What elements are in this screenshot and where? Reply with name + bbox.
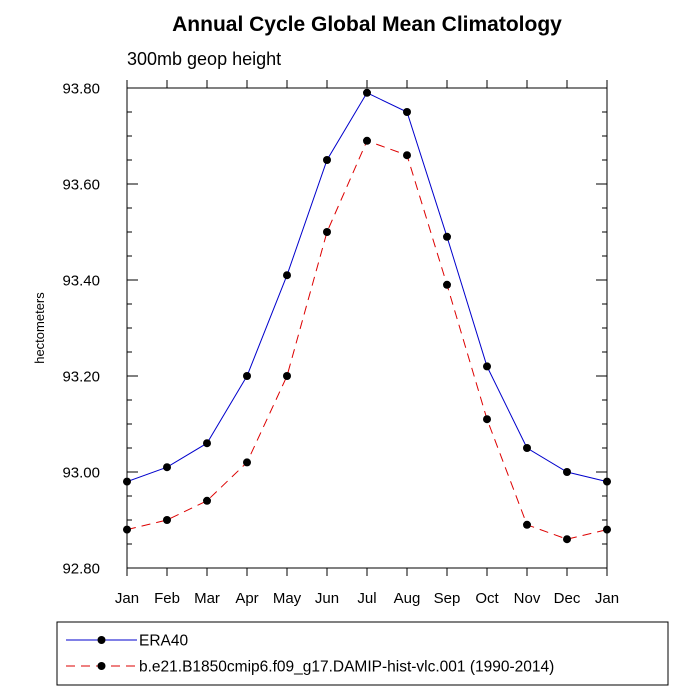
series-0-point bbox=[123, 477, 131, 486]
plot-frame bbox=[126, 87, 608, 569]
x-tick-label: Dec bbox=[554, 590, 581, 607]
legend-marker-era40 bbox=[97, 636, 106, 644]
series-0-point bbox=[363, 88, 371, 97]
y-tick-label: 93.60 bbox=[62, 177, 100, 194]
series-1-point bbox=[563, 535, 571, 544]
y-tick-label: 93.00 bbox=[62, 465, 100, 482]
series-line-0 bbox=[126, 92, 608, 483]
series-0-point bbox=[523, 444, 531, 452]
legend-item-era40: ERA40 bbox=[66, 633, 188, 650]
series-0-point bbox=[203, 439, 211, 448]
series-0-point bbox=[283, 271, 291, 280]
x-tick-label: May bbox=[273, 590, 302, 607]
series-1-point bbox=[323, 228, 331, 236]
legend-item-model: b.e21.B1850cmip6.f09_g17.DAMIP-hist-vlc.… bbox=[66, 659, 554, 676]
legend-label-era40: ERA40 bbox=[139, 633, 188, 650]
series-0-point bbox=[563, 468, 571, 476]
series-1-point bbox=[123, 525, 131, 534]
series-0-point bbox=[403, 108, 411, 116]
y-tick-label: 93.40 bbox=[62, 273, 100, 290]
series-1-point bbox=[483, 415, 491, 424]
series-1-point bbox=[243, 458, 251, 467]
y-tick-labels: 92.80 93.00 93.20 93.40 93.60 93.80 bbox=[62, 81, 100, 578]
series-0-point bbox=[243, 372, 251, 380]
x-tick-label: Nov bbox=[514, 590, 541, 607]
legend-marker-model bbox=[97, 662, 106, 670]
series-0-point bbox=[323, 156, 331, 164]
series-1-point bbox=[163, 516, 171, 524]
legend-box bbox=[56, 621, 669, 686]
series-1-point bbox=[363, 136, 371, 145]
series-1-point bbox=[443, 280, 451, 289]
series-1-point bbox=[603, 525, 611, 534]
y-tick-label: 93.20 bbox=[62, 369, 100, 386]
series-layer bbox=[123, 88, 611, 544]
series-0-point bbox=[443, 232, 451, 241]
x-tick-label: Aug bbox=[394, 590, 421, 607]
y-axis-label: hectometers bbox=[32, 292, 47, 364]
x-tick-label: Jan bbox=[595, 590, 619, 607]
series-1-point bbox=[283, 372, 291, 380]
x-tick-label: Oct bbox=[475, 590, 499, 607]
series-0-point bbox=[163, 463, 171, 472]
x-tick-label: Jan bbox=[115, 590, 139, 607]
series-line-1 bbox=[126, 140, 608, 540]
x-tick-label: Mar bbox=[194, 590, 220, 607]
series-1-point bbox=[523, 520, 531, 529]
x-tick-label: Feb bbox=[154, 590, 180, 607]
x-tick-labels: Jan Feb Mar Apr May Jun Jul Aug Sep Oct Nov Dec Jan bbox=[115, 590, 619, 607]
chart-title: Annual Cycle Global Mean Climatology bbox=[172, 13, 562, 36]
y-tick-label: 93.80 bbox=[62, 81, 100, 98]
y-tick-label: 92.80 bbox=[62, 561, 100, 578]
series-0-point bbox=[603, 477, 611, 486]
series-0-point bbox=[483, 362, 491, 371]
series-1-point bbox=[403, 151, 411, 160]
x-tick-label: Jul bbox=[357, 590, 376, 607]
x-tick-label: Sep bbox=[434, 590, 461, 607]
axis-ticks bbox=[126, 80, 608, 576]
series-1-point bbox=[203, 496, 211, 505]
chart-subtitle: 300mb geop height bbox=[127, 49, 281, 69]
legend-label-model: b.e21.B1850cmip6.f09_g17.DAMIP-hist-vlc.… bbox=[139, 659, 554, 676]
x-tick-label: Apr bbox=[235, 590, 258, 607]
x-tick-label: Jun bbox=[315, 590, 339, 607]
